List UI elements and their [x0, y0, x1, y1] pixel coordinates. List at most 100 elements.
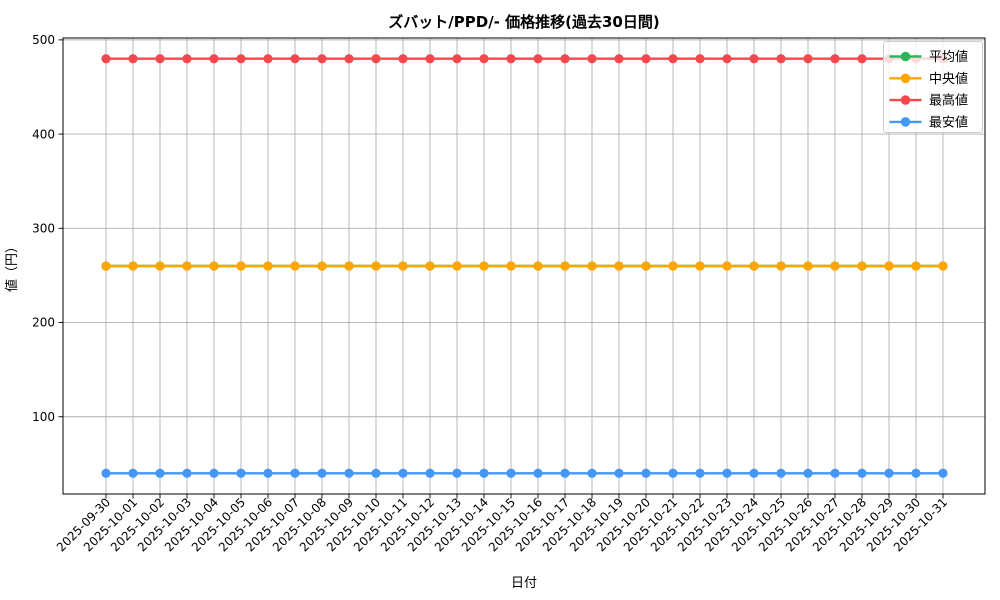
data-point-marker — [263, 261, 273, 271]
data-point-marker — [182, 468, 192, 478]
data-point-marker — [560, 54, 570, 64]
data-point-marker — [938, 468, 948, 478]
data-point-marker — [155, 261, 165, 271]
data-point-marker — [560, 261, 570, 271]
data-point-marker — [209, 54, 219, 64]
series-中央値 — [101, 261, 948, 271]
data-point-marker — [695, 54, 705, 64]
x-axis-label: 日付 — [511, 576, 537, 591]
data-point-marker — [776, 261, 786, 271]
data-point-marker — [128, 54, 138, 64]
data-point-marker — [344, 468, 354, 478]
data-point-marker — [290, 54, 300, 64]
series-最高値 — [101, 54, 948, 64]
data-point-marker — [533, 261, 543, 271]
data-point-marker — [830, 54, 840, 64]
data-point-marker — [128, 261, 138, 271]
data-point-marker — [101, 261, 111, 271]
data-point-marker — [857, 468, 867, 478]
axis-ticks: 1002003004005002025-09-302025-10-012025-… — [32, 33, 950, 554]
data-point-marker — [506, 468, 516, 478]
legend-box — [883, 41, 983, 133]
data-point-marker — [182, 54, 192, 64]
data-point-marker — [479, 468, 489, 478]
data-point-marker — [776, 54, 786, 64]
data-point-marker — [452, 54, 462, 64]
data-point-marker — [722, 468, 732, 478]
data-point-marker — [479, 54, 489, 64]
legend-marker-dot — [900, 117, 911, 127]
data-point-marker — [317, 261, 327, 271]
legend-item-平均値: 平均値 — [889, 49, 968, 65]
data-point-marker — [587, 54, 597, 64]
data-point-marker — [722, 54, 732, 64]
data-point-marker — [101, 468, 111, 478]
data-point-marker — [857, 261, 867, 271]
data-point-marker — [803, 261, 813, 271]
data-point-marker — [317, 54, 327, 64]
data-point-marker — [317, 468, 327, 478]
data-point-marker — [938, 261, 948, 271]
data-series — [101, 54, 948, 478]
y-axis-label: 値（円） — [4, 240, 20, 292]
data-point-marker — [641, 468, 651, 478]
data-point-marker — [695, 468, 705, 478]
data-point-marker — [722, 261, 732, 271]
data-point-marker — [830, 261, 840, 271]
legend-item-中央値: 中央値 — [889, 71, 968, 87]
data-point-marker — [776, 468, 786, 478]
data-point-marker — [587, 261, 597, 271]
data-point-marker — [371, 261, 381, 271]
chart-title: ズバット/PPD/- 価格推移(過去30日間) — [388, 13, 659, 31]
data-point-marker — [425, 54, 435, 64]
data-point-marker — [155, 468, 165, 478]
data-point-marker — [614, 468, 624, 478]
y-tick-label: 100 — [32, 410, 55, 424]
data-point-marker — [371, 54, 381, 64]
data-point-marker — [560, 468, 570, 478]
data-point-marker — [128, 468, 138, 478]
y-tick-label: 400 — [32, 127, 55, 141]
data-point-marker — [290, 261, 300, 271]
data-point-marker — [344, 261, 354, 271]
data-point-marker — [398, 54, 408, 64]
data-point-marker — [614, 54, 624, 64]
data-point-marker — [803, 54, 813, 64]
data-point-marker — [182, 261, 192, 271]
data-point-marker — [155, 54, 165, 64]
data-point-marker — [641, 54, 651, 64]
data-point-marker — [344, 54, 354, 64]
data-point-marker — [884, 468, 894, 478]
y-tick-label: 500 — [32, 33, 55, 47]
data-point-marker — [452, 468, 462, 478]
data-point-marker — [425, 261, 435, 271]
data-point-marker — [533, 54, 543, 64]
legend-label: 中央値 — [929, 71, 968, 87]
data-point-marker — [587, 468, 597, 478]
data-point-marker — [101, 54, 111, 64]
y-tick-label: 200 — [32, 316, 55, 330]
data-point-marker — [749, 261, 759, 271]
data-point-marker — [263, 468, 273, 478]
data-point-marker — [479, 261, 489, 271]
data-point-marker — [236, 54, 246, 64]
data-point-marker — [263, 54, 273, 64]
legend-label: 最高値 — [929, 93, 968, 109]
data-point-marker — [911, 261, 921, 271]
plot-border — [62, 37, 986, 495]
data-point-marker — [398, 261, 408, 271]
y-tick-label: 300 — [32, 222, 55, 236]
data-point-marker — [506, 261, 516, 271]
legend-label: 平均値 — [929, 49, 968, 65]
data-point-marker — [803, 468, 813, 478]
data-point-marker — [209, 261, 219, 271]
data-point-marker — [290, 468, 300, 478]
data-point-marker — [236, 468, 246, 478]
data-point-marker — [371, 468, 381, 478]
data-point-marker — [830, 468, 840, 478]
legend-item-最安値: 最安値 — [889, 115, 968, 131]
data-point-marker — [884, 261, 894, 271]
